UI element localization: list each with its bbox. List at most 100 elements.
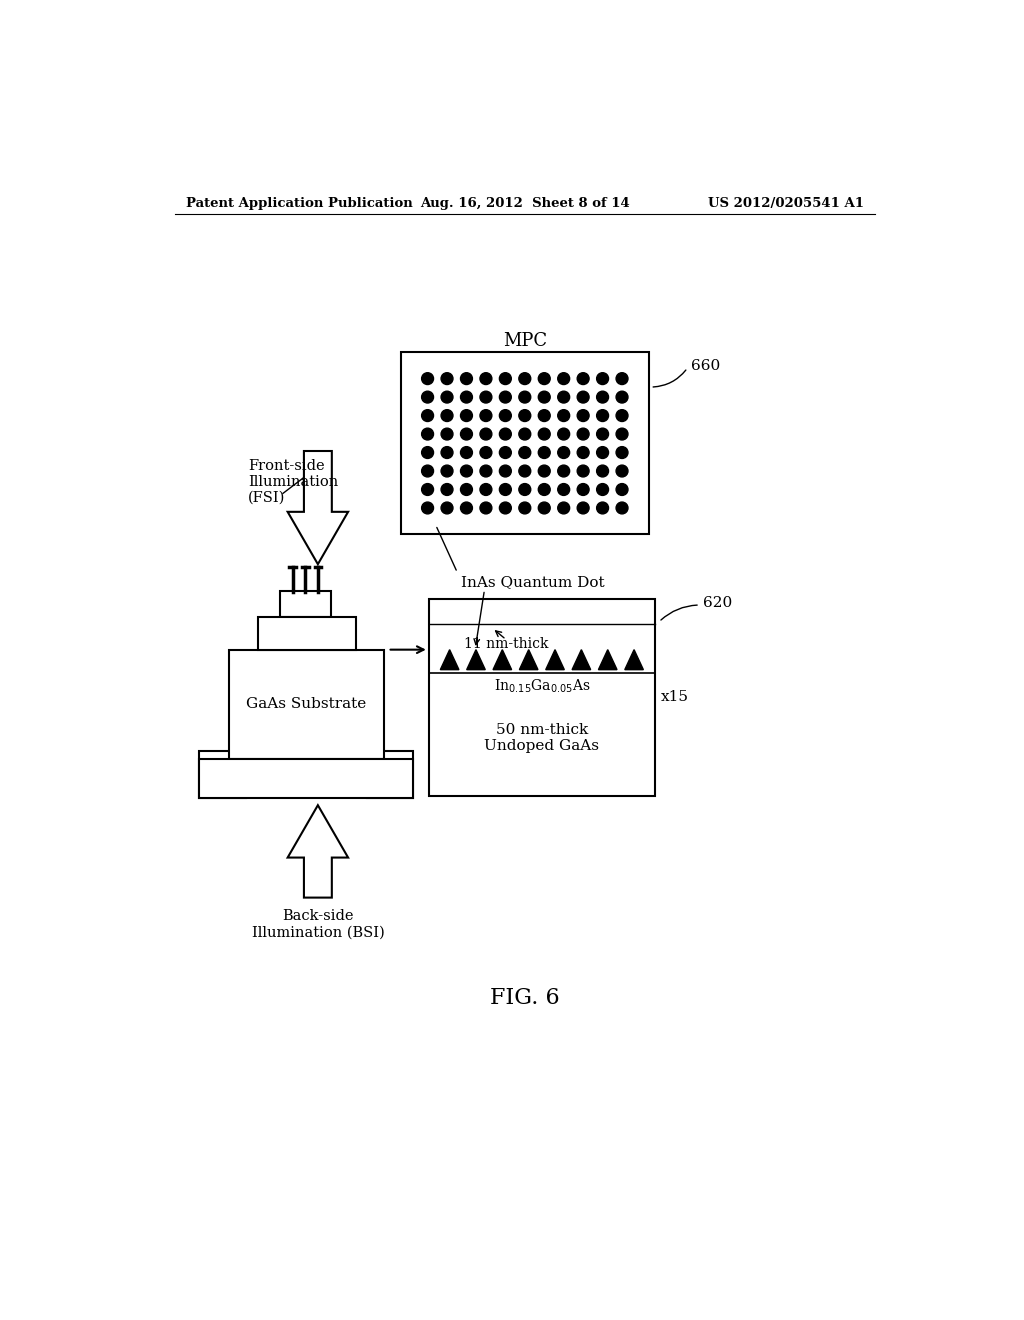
Circle shape (539, 446, 550, 458)
Circle shape (461, 502, 472, 513)
Circle shape (578, 428, 589, 440)
Circle shape (422, 483, 433, 495)
Circle shape (578, 502, 589, 513)
Bar (429, 599, 655, 796)
Circle shape (500, 483, 511, 495)
Circle shape (539, 502, 550, 513)
Circle shape (519, 446, 530, 458)
Circle shape (597, 428, 608, 440)
Text: x15: x15 (662, 690, 689, 705)
Circle shape (480, 409, 492, 421)
Circle shape (558, 483, 569, 495)
Circle shape (539, 483, 550, 495)
Bar (367, 751, 414, 797)
Circle shape (597, 391, 608, 403)
Circle shape (616, 372, 628, 384)
Circle shape (539, 428, 550, 440)
Circle shape (422, 465, 433, 477)
Polygon shape (288, 451, 348, 564)
Text: MPC: MPC (503, 331, 547, 350)
Circle shape (578, 465, 589, 477)
Circle shape (519, 428, 530, 440)
Circle shape (519, 372, 530, 384)
Bar (200, 759, 414, 797)
Circle shape (480, 502, 492, 513)
Polygon shape (625, 649, 643, 669)
Polygon shape (493, 649, 512, 669)
Circle shape (578, 409, 589, 421)
Bar (258, 618, 356, 649)
Circle shape (461, 446, 472, 458)
Circle shape (441, 502, 453, 513)
Circle shape (558, 446, 569, 458)
Circle shape (558, 372, 569, 384)
Circle shape (578, 483, 589, 495)
Text: Patent Application Publication: Patent Application Publication (186, 197, 413, 210)
Text: Aug. 16, 2012  Sheet 8 of 14: Aug. 16, 2012 Sheet 8 of 14 (420, 197, 630, 210)
Circle shape (480, 465, 492, 477)
Circle shape (558, 409, 569, 421)
Text: In$_{0.15}$Ga$_{0.05}$As: In$_{0.15}$Ga$_{0.05}$As (494, 678, 590, 696)
Circle shape (422, 446, 433, 458)
Text: 620: 620 (703, 597, 732, 610)
Bar (228, 649, 384, 759)
Circle shape (578, 372, 589, 384)
Circle shape (519, 502, 530, 513)
Circle shape (519, 483, 530, 495)
Circle shape (539, 372, 550, 384)
Circle shape (461, 428, 472, 440)
Circle shape (616, 483, 628, 495)
Text: Back-side
Illumination (BSI): Back-side Illumination (BSI) (252, 909, 384, 940)
Circle shape (422, 502, 433, 513)
Circle shape (616, 391, 628, 403)
Circle shape (441, 391, 453, 403)
Circle shape (616, 446, 628, 458)
Polygon shape (546, 649, 564, 669)
Circle shape (558, 502, 569, 513)
Circle shape (500, 391, 511, 403)
Bar (280, 591, 331, 618)
Circle shape (539, 465, 550, 477)
Circle shape (480, 428, 492, 440)
Circle shape (461, 465, 472, 477)
Circle shape (597, 446, 608, 458)
Text: 11 nm-thick: 11 nm-thick (464, 636, 549, 651)
Circle shape (500, 446, 511, 458)
Circle shape (461, 391, 472, 403)
Circle shape (422, 372, 433, 384)
Circle shape (500, 372, 511, 384)
Text: FIG. 6: FIG. 6 (490, 987, 559, 1008)
Circle shape (441, 409, 453, 421)
Circle shape (558, 428, 569, 440)
Circle shape (480, 483, 492, 495)
Circle shape (480, 372, 492, 384)
Bar (200, 751, 246, 797)
Circle shape (558, 391, 569, 403)
Circle shape (597, 465, 608, 477)
Circle shape (519, 465, 530, 477)
Circle shape (539, 391, 550, 403)
Circle shape (616, 409, 628, 421)
Circle shape (597, 372, 608, 384)
Circle shape (441, 372, 453, 384)
Circle shape (558, 465, 569, 477)
Polygon shape (467, 649, 485, 669)
Circle shape (480, 446, 492, 458)
Circle shape (616, 502, 628, 513)
Text: US 2012/0205541 A1: US 2012/0205541 A1 (709, 197, 864, 210)
Text: 50 nm-thick
Undoped GaAs: 50 nm-thick Undoped GaAs (484, 723, 599, 754)
Circle shape (500, 465, 511, 477)
Polygon shape (440, 649, 459, 669)
Bar (400, 352, 649, 535)
Circle shape (500, 409, 511, 421)
Circle shape (441, 483, 453, 495)
Circle shape (500, 502, 511, 513)
Circle shape (461, 372, 472, 384)
Circle shape (422, 391, 433, 403)
Circle shape (461, 409, 472, 421)
Circle shape (480, 391, 492, 403)
Circle shape (441, 465, 453, 477)
Circle shape (422, 428, 433, 440)
Text: GaAs Substrate: GaAs Substrate (246, 697, 367, 711)
Circle shape (441, 428, 453, 440)
